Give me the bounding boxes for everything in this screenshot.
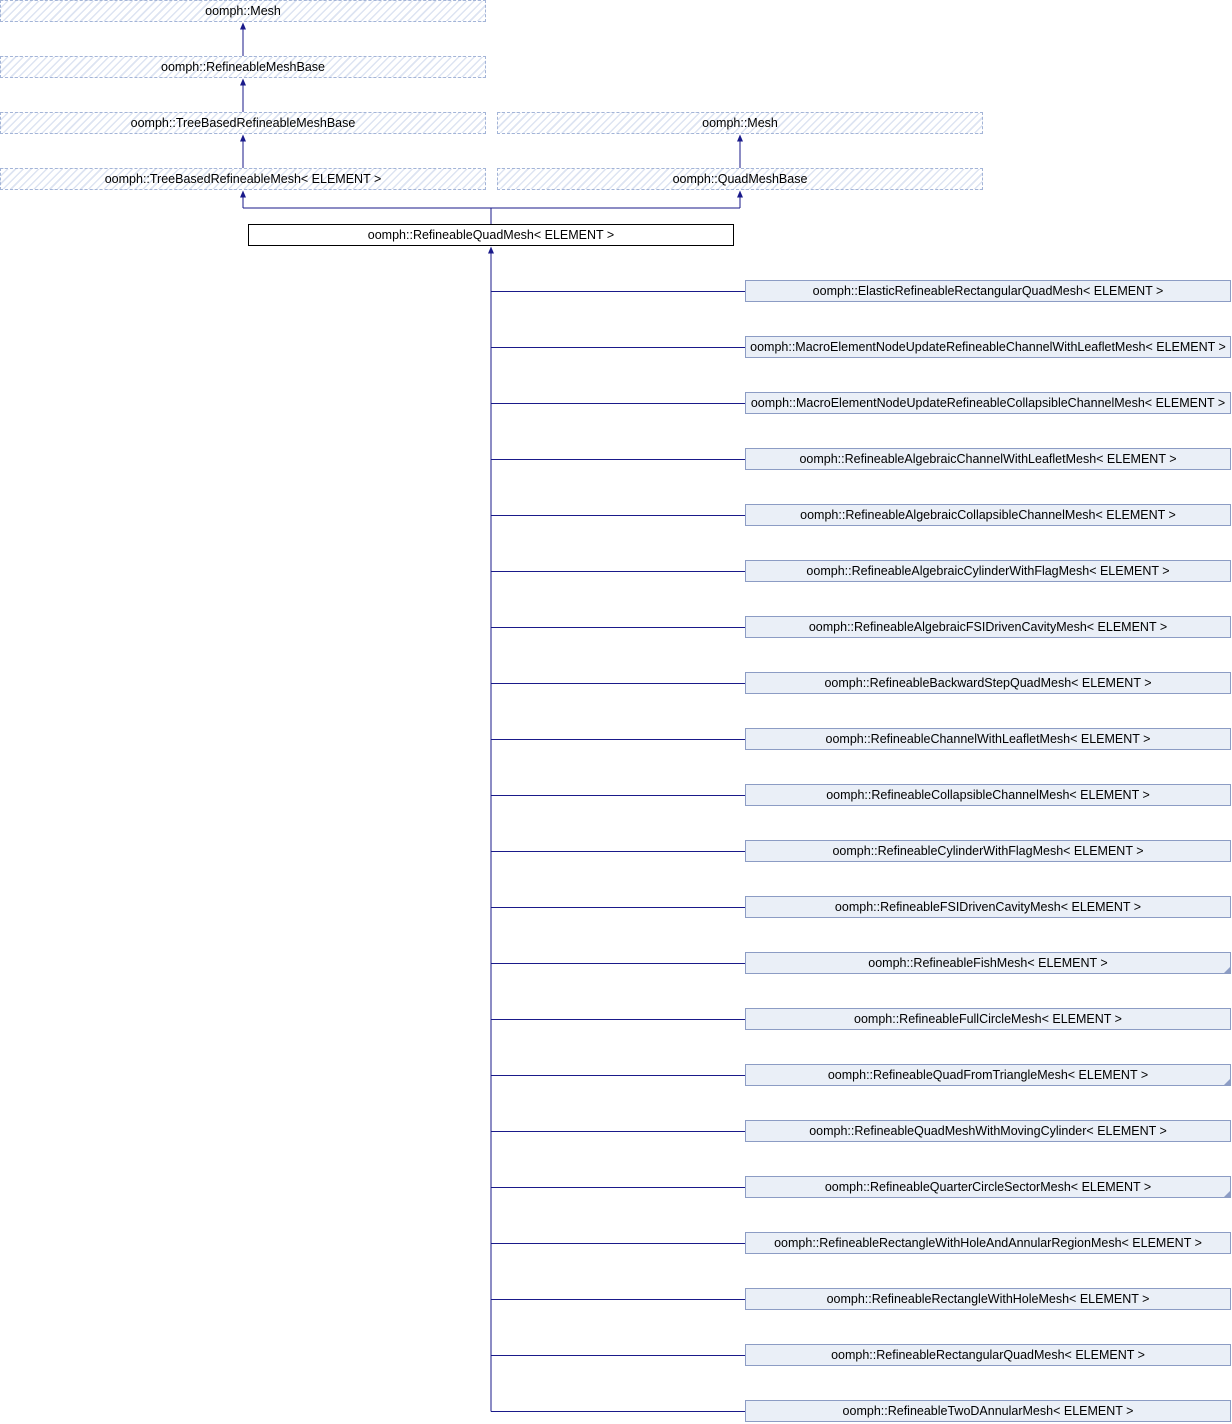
derived-class-node[interactable]: oomph::RefineableQuadFromTriangleMesh< E…	[745, 1064, 1231, 1086]
derived-class-node[interactable]: oomph::RefineableQuadMeshWithMovingCylin…	[745, 1120, 1231, 1142]
derived-class-node[interactable]: oomph::RefineableChannelWithLeafletMesh<…	[745, 728, 1231, 750]
edge-arrowhead	[737, 134, 743, 142]
node-label: oomph::RefineableTwoDAnnularMesh< ELEMEN…	[842, 1404, 1134, 1418]
derived-class-node[interactable]: oomph::MacroElementNodeUpdateRefineableC…	[745, 336, 1231, 358]
derived-class-node[interactable]: oomph::RefineableCollapsibleChannelMesh<…	[745, 784, 1231, 806]
edge-arrowhead	[240, 78, 246, 86]
node-label: oomph::Mesh	[702, 116, 778, 130]
edge-arrowhead	[240, 190, 246, 198]
edge-arrowhead	[737, 190, 743, 198]
node-label: oomph::RefineableRectangleWithHoleMesh< …	[826, 1292, 1150, 1306]
node-label: oomph::Mesh	[205, 4, 281, 18]
node-label: oomph::RefineableFSIDrivenCavityMesh< EL…	[834, 900, 1142, 914]
node-label: oomph::RefineableCollapsibleChannelMesh<…	[826, 788, 1150, 802]
node-label: oomph::RefineableQuarterCircleSectorMesh…	[824, 1180, 1152, 1194]
node-label: oomph::RefineableChannelWithLeafletMesh<…	[825, 732, 1151, 746]
node-label: oomph::RefineableCylinderWithFlagMesh< E…	[832, 844, 1144, 858]
node-quad-mesh-base[interactable]: oomph::QuadMeshBase	[497, 168, 983, 190]
node-label: oomph::RefineableRectangleWithHoleAndAnn…	[774, 1236, 1202, 1250]
derived-class-node[interactable]: oomph::RefineableRectangularQuadMesh< EL…	[745, 1344, 1231, 1366]
derived-class-node[interactable]: oomph::RefineableRectangleWithHoleMesh< …	[745, 1288, 1231, 1310]
node-label: oomph::RefineableQuadFromTriangleMesh< E…	[827, 1068, 1149, 1082]
node-mesh-2[interactable]: oomph::Mesh	[497, 112, 983, 134]
derived-class-node[interactable]: oomph::RefineableFishMesh< ELEMENT >	[745, 952, 1231, 974]
node-label: oomph::RefineableQuadMesh< ELEMENT >	[367, 228, 615, 242]
derived-class-node[interactable]: oomph::MacroElementNodeUpdateRefineableC…	[745, 392, 1231, 414]
derived-class-node[interactable]: oomph::RefineableBackwardStepQuadMesh< E…	[745, 672, 1231, 694]
node-label: oomph::RefineableQuadMeshWithMovingCylin…	[809, 1124, 1167, 1138]
node-label: oomph::MacroElementNodeUpdateRefineableC…	[750, 340, 1226, 354]
node-label: oomph::MacroElementNodeUpdateRefineableC…	[750, 396, 1226, 410]
node-label: oomph::RefineableFullCircleMesh< ELEMENT…	[854, 1012, 1122, 1026]
derived-class-node[interactable]: oomph::RefineableTwoDAnnularMesh< ELEMEN…	[745, 1400, 1231, 1422]
node-mesh[interactable]: oomph::Mesh	[0, 0, 486, 22]
node-label: oomph::RefineableFishMesh< ELEMENT >	[868, 956, 1108, 970]
node-label: oomph::TreeBasedRefineableMeshBase	[130, 116, 356, 130]
node-refineable-mesh-base[interactable]: oomph::RefineableMeshBase	[0, 56, 486, 78]
node-label: oomph::RefineableAlgebraicChannelWithLea…	[799, 452, 1177, 466]
edge-arrowhead	[488, 246, 494, 254]
derived-class-node[interactable]: oomph::RefineableFullCircleMesh< ELEMENT…	[745, 1008, 1231, 1030]
derived-class-node[interactable]: oomph::RefineableFSIDrivenCavityMesh< EL…	[745, 896, 1231, 918]
derived-class-node[interactable]: oomph::RefineableRectangleWithHoleAndAnn…	[745, 1232, 1231, 1254]
derived-class-node[interactable]: oomph::RefineableAlgebraicChannelWithLea…	[745, 448, 1231, 470]
derived-class-node[interactable]: oomph::RefineableCylinderWithFlagMesh< E…	[745, 840, 1231, 862]
edge-arrowhead	[240, 22, 246, 30]
node-label: oomph::TreeBasedRefineableMesh< ELEMENT …	[104, 172, 382, 186]
node-label: oomph::RefineableAlgebraicCylinderWithFl…	[806, 564, 1170, 578]
node-label: oomph::RefineableRectangularQuadMesh< EL…	[831, 1348, 1145, 1362]
node-tree-based-refineable-mesh-base[interactable]: oomph::TreeBasedRefineableMeshBase	[0, 112, 486, 134]
node-tree-based-refineable-mesh[interactable]: oomph::TreeBasedRefineableMesh< ELEMENT …	[0, 168, 486, 190]
derived-class-node[interactable]: oomph::RefineableQuarterCircleSectorMesh…	[745, 1176, 1231, 1198]
node-refineable-quad-mesh[interactable]: oomph::RefineableQuadMesh< ELEMENT >	[248, 224, 734, 246]
node-label: oomph::QuadMeshBase	[672, 172, 808, 186]
derived-class-node[interactable]: oomph::RefineableAlgebraicFSIDrivenCavit…	[745, 616, 1231, 638]
node-label: oomph::RefineableBackwardStepQuadMesh< E…	[824, 676, 1152, 690]
derived-class-node[interactable]: oomph::RefineableAlgebraicCollapsibleCha…	[745, 504, 1231, 526]
edge-arrowhead	[240, 134, 246, 142]
derived-class-node[interactable]: oomph::RefineableAlgebraicCylinderWithFl…	[745, 560, 1231, 582]
derived-class-node[interactable]: oomph::ElasticRefineableRectangularQuadM…	[745, 280, 1231, 302]
node-label: oomph::RefineableMeshBase	[161, 60, 325, 74]
node-label: oomph::RefineableAlgebraicFSIDrivenCavit…	[808, 620, 1168, 634]
node-label: oomph::RefineableAlgebraicCollapsibleCha…	[800, 508, 1176, 522]
node-label: oomph::ElasticRefineableRectangularQuadM…	[812, 284, 1164, 298]
